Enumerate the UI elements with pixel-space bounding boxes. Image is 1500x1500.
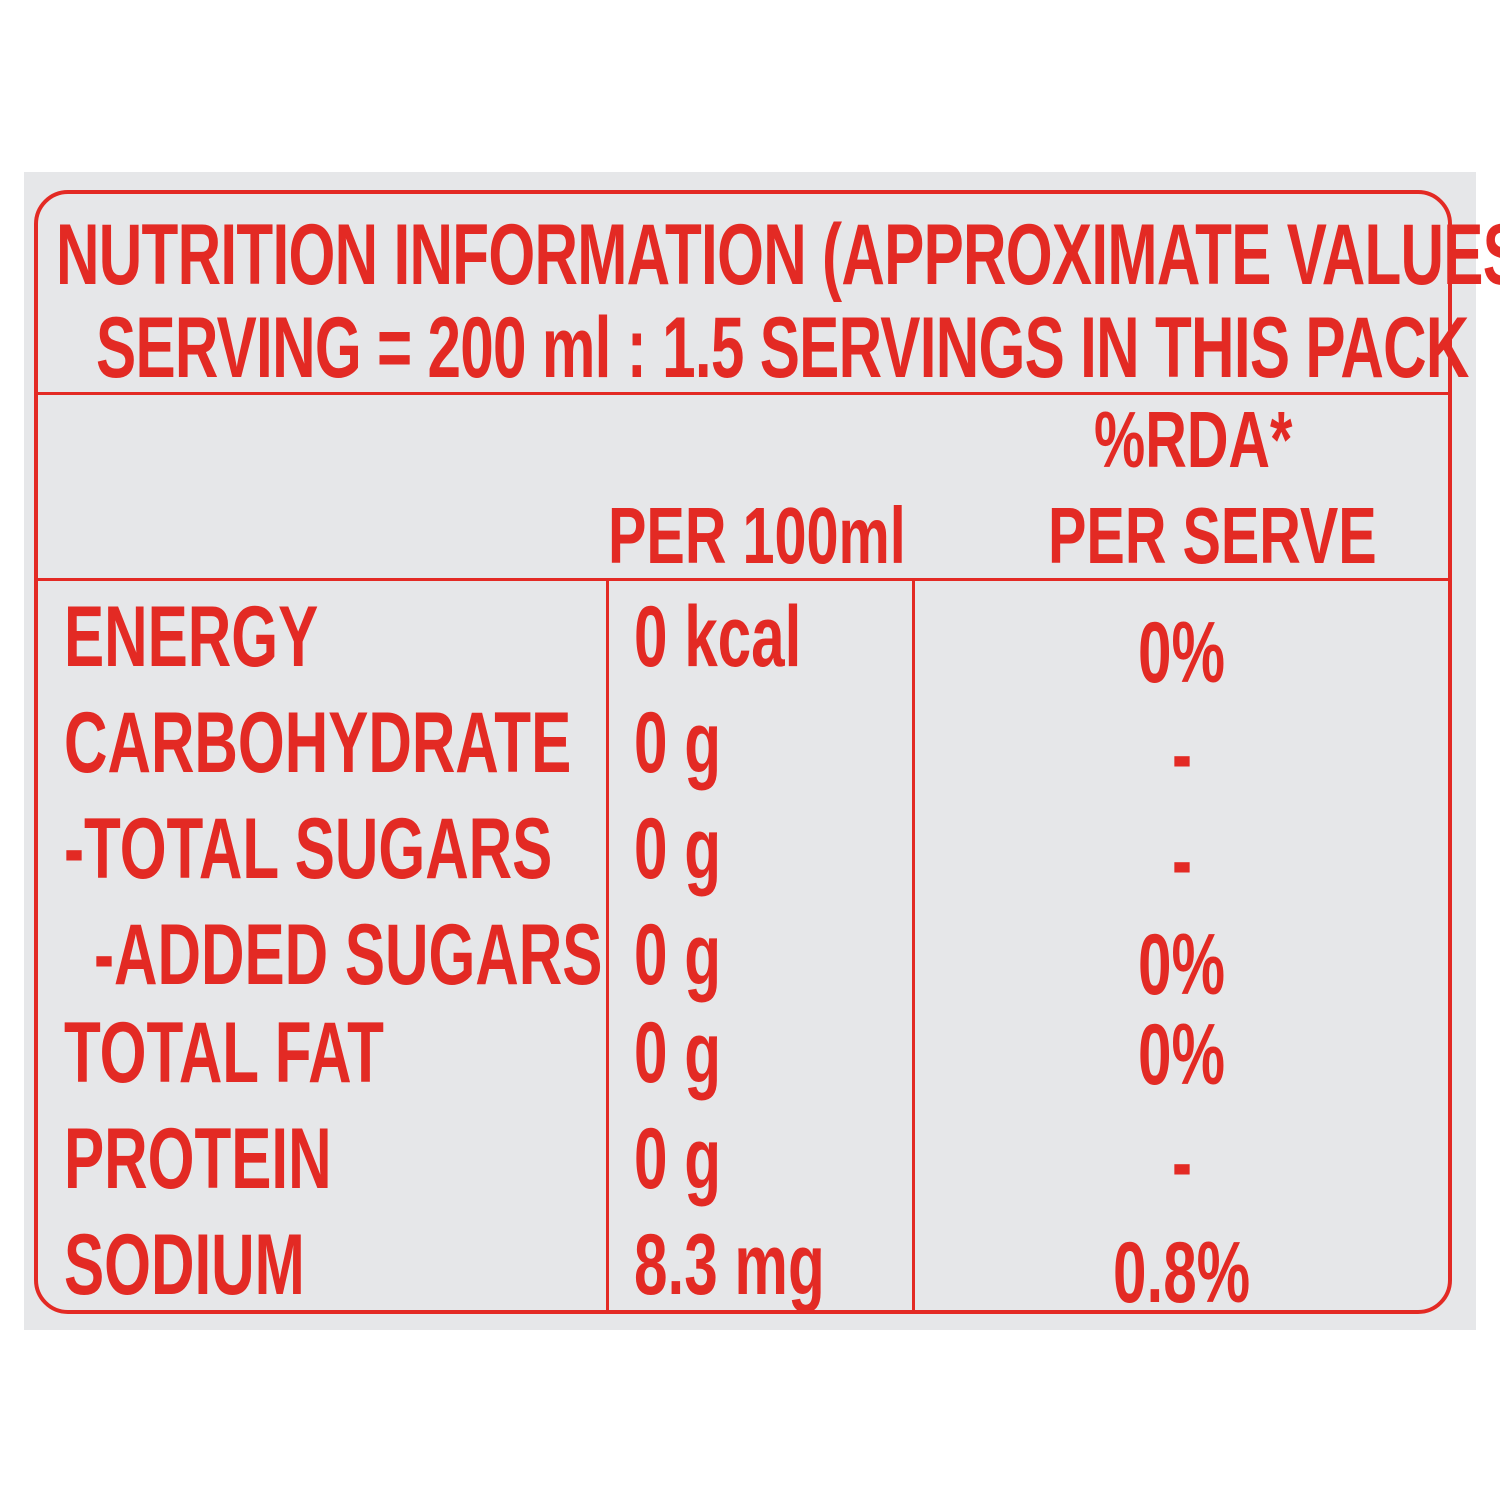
nutrient-rda-per-serve: 0% (1138, 1007, 1226, 1103)
nutrient-name: -ADDED SUGARS (94, 907, 603, 1003)
nutrient-name: ENERGY (64, 589, 319, 685)
nutrient-value-per-100ml: 8.3 mg (634, 1217, 825, 1313)
nutrient-value-per-100ml: 0 g (634, 1111, 721, 1207)
nutrient-rda-per-serve: 0% (1138, 605, 1226, 701)
serving-info: SERVING = 200 ml : 1.5 SERVINGS IN THIS … (96, 300, 1469, 396)
column-header-rda-line1: %RDA* (1094, 395, 1293, 484)
column-header-per-100ml: PER 100ml (608, 491, 906, 580)
nutrient-name: SODIUM (64, 1217, 305, 1313)
nutrient-rda-per-serve: 0% (1138, 917, 1226, 1013)
column-divider-left (606, 580, 609, 1310)
nutrient-name: CARBOHYDRATE (64, 695, 572, 791)
nutrition-table-frame (34, 190, 1452, 1314)
nutrient-name: PROTEIN (64, 1111, 332, 1207)
nutrient-name: TOTAL FAT (64, 1005, 384, 1101)
nutrient-value-per-100ml: 0 g (634, 907, 721, 1003)
nutrient-value-per-100ml: 0 g (634, 695, 721, 791)
nutrient-rda-per-serve: - (1172, 707, 1193, 803)
nutrient-name: -TOTAL SUGARS (64, 801, 553, 897)
column-header-divider (38, 578, 1448, 581)
nutrition-label-panel (24, 172, 1476, 1330)
nutrient-rda-per-serve: 0.8% (1113, 1225, 1251, 1321)
nutrient-rda-per-serve: - (1172, 813, 1193, 909)
nutrient-rda-per-serve: - (1172, 1115, 1193, 1211)
label-title: NUTRITION INFORMATION (APPROXIMATE VALUE… (56, 207, 1500, 303)
nutrient-value-per-100ml: 0 g (634, 801, 721, 897)
column-header-rda-line2: PER SERVE (1048, 491, 1377, 580)
nutrient-value-per-100ml: 0 g (634, 1005, 721, 1101)
nutrient-value-per-100ml: 0 kcal (634, 589, 802, 685)
column-divider-right (912, 580, 915, 1310)
header-divider (38, 392, 1448, 395)
